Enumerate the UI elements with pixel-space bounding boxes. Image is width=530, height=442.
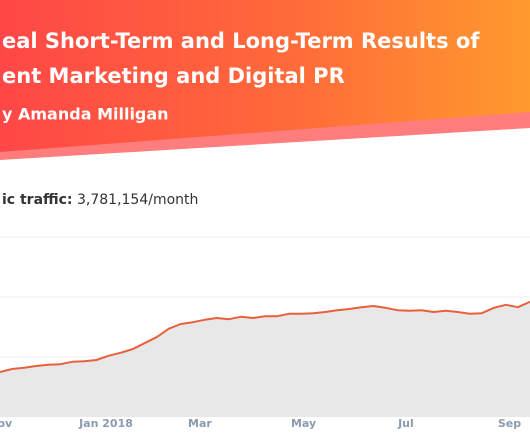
- title-line: ent Marketing and Digital PR: [2, 64, 345, 88]
- line: [0, 300, 530, 373]
- x-tick-label: Mar: [188, 417, 212, 430]
- x-tick-label: May: [291, 417, 316, 430]
- title-line: eal Short-Term and Long-Term Results of: [2, 29, 480, 53]
- traffic-value: 3,781,154/month: [77, 192, 198, 208]
- traffic-line: ic traffic: 3,781,154/month: [2, 192, 198, 208]
- x-tick-label: Sep: [498, 417, 521, 430]
- x-tick-label: Jul: [397, 417, 414, 430]
- traffic-label: ic traffic:: [2, 192, 73, 208]
- banner: [0, 0, 530, 152]
- plot: ov Jan 2018 Mar May Jul Sep: [0, 236, 530, 430]
- banner-stripe: [0, 110, 530, 160]
- author: y Amanda Milligan: [2, 105, 169, 124]
- x-tick-label: Jan 2018: [78, 417, 133, 430]
- area: [0, 301, 530, 417]
- x-tick-label: ov: [0, 417, 13, 430]
